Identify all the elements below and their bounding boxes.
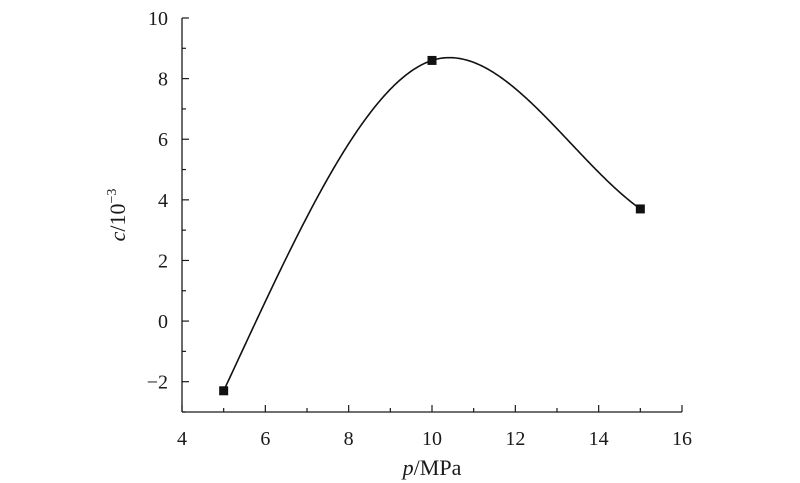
x-tick-label: 16 (672, 428, 692, 450)
y-tick-label: −2 (147, 372, 168, 394)
y-tick-label: 4 (158, 190, 168, 212)
x-tick-label: 12 (505, 428, 525, 450)
data-point (635, 204, 645, 214)
x-tick-label: 6 (260, 428, 270, 450)
y-tick-label: 0 (158, 311, 168, 333)
plot-area (219, 55, 645, 396)
x-tick-label: 8 (344, 428, 354, 450)
y-axis-var: c (105, 231, 130, 241)
y-tick-label: 10 (148, 8, 168, 30)
ticks: 4 6 8 10 12 14 16 −2 0 2 4 6 8 10 (147, 8, 692, 450)
x-axis-title: p/MPa (401, 455, 462, 480)
x-axis-var: p (401, 455, 414, 480)
y-axis-title: c/10−3 (105, 189, 130, 242)
y-tick-label: 8 (158, 69, 168, 91)
data-point (219, 386, 229, 396)
series-line (222, 56, 641, 392)
data-point (427, 55, 437, 65)
x-tick-label: 4 (177, 428, 187, 450)
axes (181, 18, 682, 413)
y-axis-unit: /10 (105, 204, 130, 232)
x-tick-label: 10 (422, 428, 442, 450)
y-axis-exponent: −3 (105, 189, 120, 204)
x-axis-unit: /MPa (414, 455, 462, 480)
x-tick-label: 14 (589, 428, 609, 450)
y-tick-label: 6 (158, 129, 168, 151)
y-tick-label: 2 (158, 250, 168, 272)
